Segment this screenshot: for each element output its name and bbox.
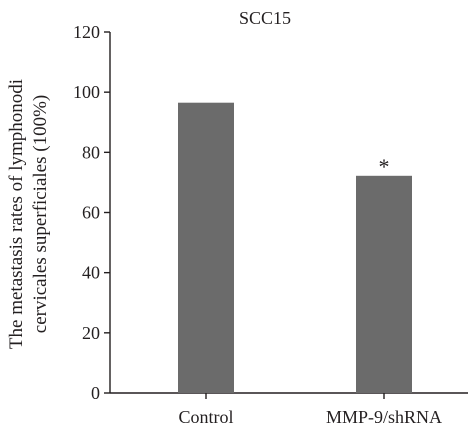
y-tick-label: 0 [91,383,100,403]
x-tick-label: MMP-9/shRNA [326,407,442,427]
x-tick-label: Control [178,407,233,427]
significance-marker: * [379,154,390,179]
y-axis-label-line2: cervicales superficiales (100%) [30,95,51,333]
axis-tick-labels: 0 20 40 60 80 100 120 Control MMP-9/shRNA * [73,22,442,427]
y-tick-label: 40 [82,263,100,283]
y-tick-label: 120 [73,22,100,42]
y-tick-label: 60 [82,203,100,223]
y-tick-label: 80 [82,142,100,162]
bar [178,102,234,393]
y-axis-label: The metastasis rates of lymphonodi cervi… [6,79,51,349]
y-tick-label: 100 [73,82,100,102]
bar [356,175,412,393]
axes [104,31,468,399]
y-tick-label: 20 [82,323,100,343]
chart-title: SCC15 [239,8,291,28]
bars [178,102,412,393]
y-axis-label-line1: The metastasis rates of lymphonodi [6,79,27,349]
